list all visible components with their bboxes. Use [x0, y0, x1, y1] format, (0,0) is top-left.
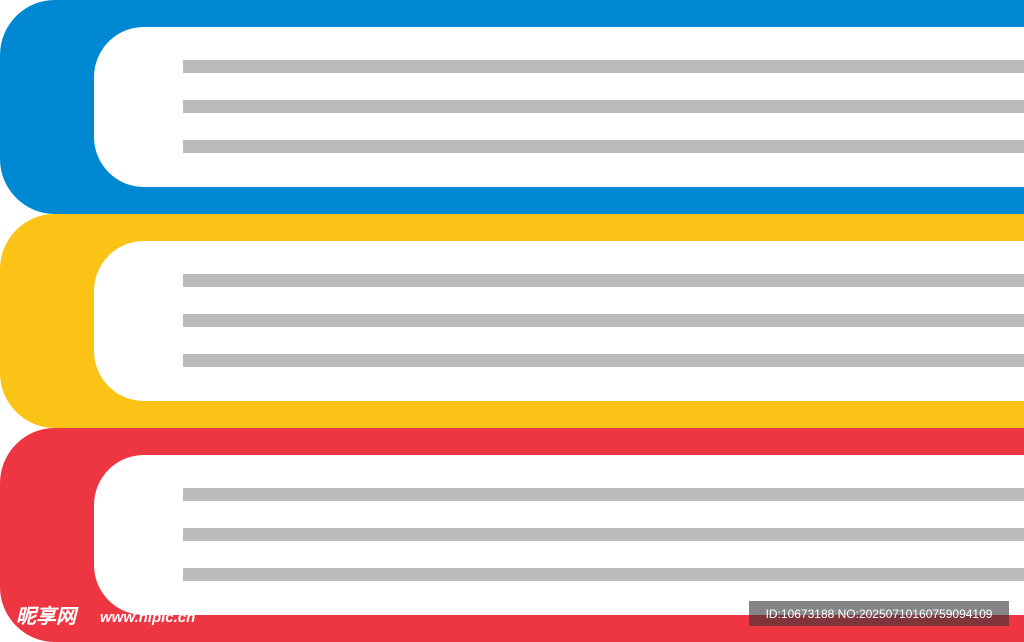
stamp-box — [749, 601, 1009, 626]
watermark-url: www.nipic.cn — [100, 609, 195, 626]
id-stamp: ID:10673188 NO:20250710160759094109 — [766, 607, 993, 621]
watermark-site: 昵享网 — [16, 605, 79, 628]
yellow-card — [0, 214, 1024, 428]
blue-card — [0, 0, 1024, 214]
red-card — [0, 428, 1024, 642]
